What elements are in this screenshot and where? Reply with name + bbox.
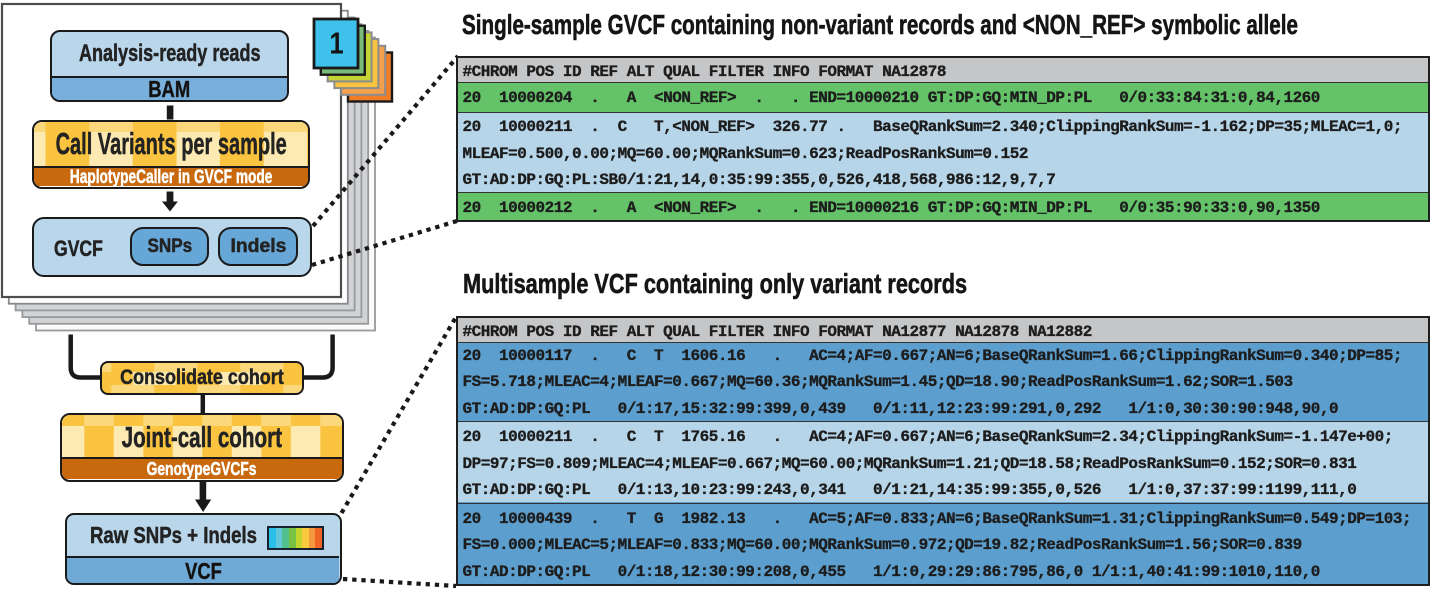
svg-text:1: 1 <box>329 26 343 61</box>
